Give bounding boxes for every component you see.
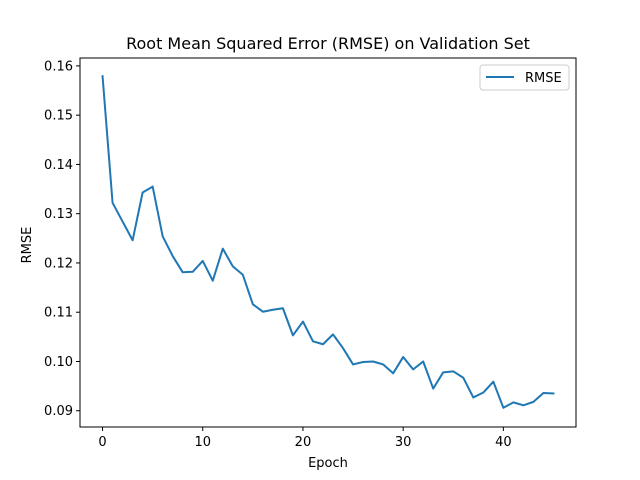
y-tick-label: 0.11	[44, 306, 73, 321]
y-tick-label: 0.14	[44, 158, 73, 173]
x-tick-label: 40	[495, 435, 512, 450]
legend-box	[479, 64, 570, 91]
series-group	[101, 75, 555, 409]
y-tick-label: 0.13	[44, 207, 73, 222]
x-tick-label: 20	[295, 435, 312, 450]
x-axis: 0 10 20 30 40	[98, 427, 512, 450]
y-tick-label: 0.09	[44, 404, 73, 419]
y-tick-label: 0.12	[44, 256, 73, 271]
chart-title: Root Mean Squared Error (RMSE) on Valida…	[126, 34, 530, 53]
y-tick-label: 0.15	[44, 109, 73, 124]
plot-frame	[79, 57, 577, 428]
x-tick-label: 0	[98, 435, 106, 450]
legend-label: RMSE	[525, 71, 562, 86]
y-axis-label: RMSE	[20, 227, 35, 264]
y-tick-label: 0.10	[44, 355, 73, 370]
x-axis-label: Epoch	[308, 456, 348, 471]
x-tick-label: 30	[395, 435, 412, 450]
plot-area	[79, 57, 577, 428]
x-tick-label: 10	[194, 435, 211, 450]
y-tick-label: 0.16	[44, 59, 73, 74]
series-line-rmse	[101, 75, 555, 409]
y-axis: 0.09 0.10 0.11 0.12 0.13 0.14 0.15 0.16	[44, 59, 80, 419]
legend: RMSE	[479, 64, 570, 91]
